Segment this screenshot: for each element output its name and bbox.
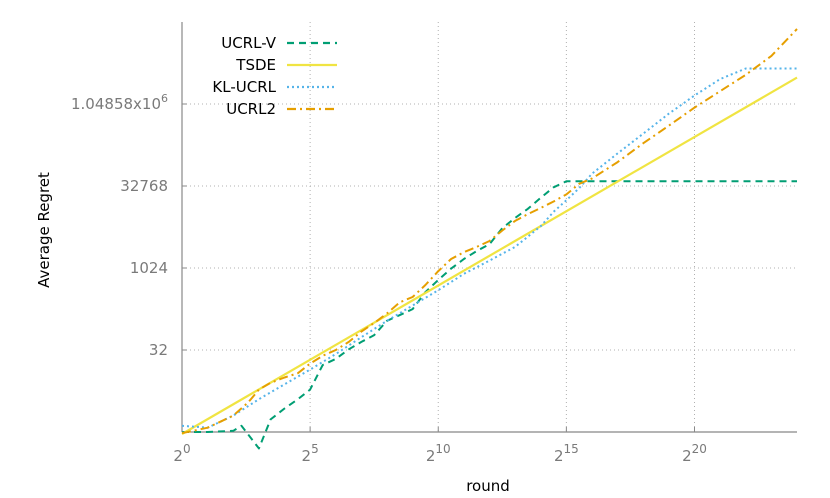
y-tick-exponent: 6	[161, 92, 168, 105]
x-tick-exponent: 0	[183, 442, 191, 456]
x-tick-label: 215	[554, 442, 579, 465]
grid-lines	[181, 22, 797, 432]
y-tick-label: 1024	[130, 259, 168, 277]
x-tick-label: 25	[302, 442, 319, 465]
x-tick-exponent: 5	[311, 442, 319, 456]
y-tick-label: 32768	[120, 177, 168, 195]
x-axis-label: round	[466, 477, 510, 495]
legend-label-kl-ucrl: KL-UCRL	[212, 78, 276, 96]
x-tick-exponent: 10	[435, 442, 450, 456]
legend-label-ucrl-v: UCRL-V	[221, 34, 277, 52]
series-line-ucrl2	[181, 28, 798, 435]
x-tick-exponent: 20	[692, 442, 707, 456]
series-line-tsde	[181, 76, 798, 435]
x-tick-exponent: 15	[564, 442, 579, 456]
legend-label-ucrl2: UCRL2	[226, 100, 276, 118]
y-tick-base: 1.04858x10	[71, 95, 161, 113]
y-tick-label: 1.04858x106	[71, 92, 168, 113]
x-tick-label: 210	[426, 442, 451, 465]
legend-label-tsde: TSDE	[235, 56, 276, 74]
y-axis-label: Average Regret	[35, 172, 53, 288]
x-tick-label: 20	[173, 442, 190, 465]
series-line-kl-ucrl	[181, 67, 797, 429]
x-tick-label: 220	[682, 442, 707, 465]
series-group	[181, 28, 798, 450]
legend: UCRL-V TSDE KL-UCRL UCRL2	[212, 34, 337, 118]
series-line-ucrl-v	[182, 180, 797, 450]
y-tick-label: 32	[149, 341, 168, 359]
tick-labels: 20 25 210 215 220 32 1024 32768 1.04858x106	[71, 92, 707, 465]
